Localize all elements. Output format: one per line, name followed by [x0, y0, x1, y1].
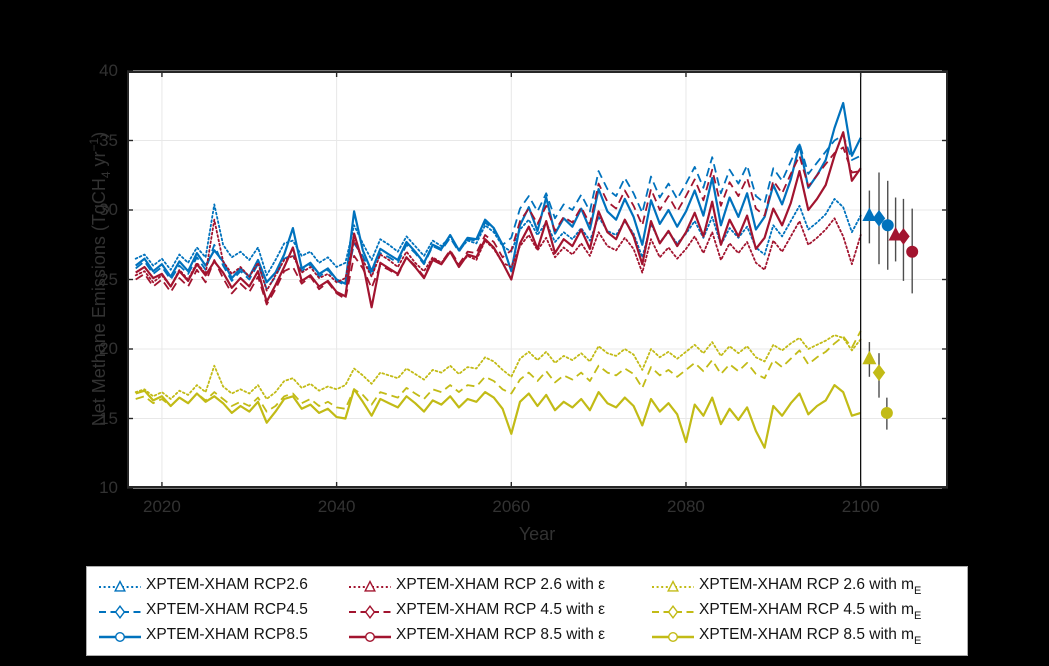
endpoint-rcp85-me-end: [880, 397, 893, 430]
legend-label: XPTEM-XHAM RCP 8.5 with ε: [396, 626, 605, 647]
legend: XPTEM-XHAM RCP2.6 XPTEM-XHAM RCP4.5 XPTEM-…: [86, 566, 968, 656]
series-rcp45-eps: [135, 146, 861, 306]
y-tick-label: 35: [99, 130, 118, 150]
dotted-line-triangle-icon: [349, 579, 391, 592]
axis-box: [127, 71, 948, 488]
legend-column: XPTEM-XHAM RCP 2.6 with ε XPTEM-XHAM RCP …: [348, 574, 651, 649]
dashed-line-diamond-icon: [349, 604, 391, 619]
y-tick-label: 20: [99, 339, 118, 358]
legend-item-rcp26: XPTEM-XHAM RCP2.6: [98, 574, 348, 599]
plot-area: [127, 70, 948, 489]
legend-label-text: XPTEM-XHAM RCP 2.6 with m: [699, 576, 915, 593]
series-rcp26: [134, 198, 862, 277]
legend-label-text: XPTEM-XHAM RCP2.6: [146, 576, 308, 593]
legend-label-text: XPTEM-XHAM RCP 4.5 with m: [699, 601, 915, 618]
series-rcp85: [135, 101, 862, 285]
y-tick-label: 40: [99, 61, 118, 80]
legend-label-subscript: E: [914, 585, 922, 597]
y-axis-label-units: yr: [89, 151, 109, 172]
endpoint-rcp45-me-end: [872, 353, 886, 398]
legend-label-subscript: E: [914, 635, 922, 647]
y-tick-label: 25: [99, 269, 118, 289]
dashed-line-diamond-icon: [652, 604, 694, 619]
endpoint-rcp45-eps-end: [897, 198, 910, 281]
series-rcp45: [135, 134, 862, 291]
x-axis-label: Year: [518, 524, 556, 544]
legend-label-subscript: E: [914, 610, 922, 622]
dotted-line-triangle-icon: [652, 579, 694, 592]
dashed-line-diamond-icon: [99, 604, 141, 619]
series-rcp26-me: [134, 334, 862, 400]
legend-item-rcp26-me: XPTEM-XHAM RCP 2.6 with mE: [651, 574, 961, 599]
endpoint-rcp26-me-end: [862, 342, 877, 377]
y-tick-label: 30: [99, 200, 118, 219]
legend-item-rcp45-me: XPTEM-XHAM RCP 4.5 with mE: [651, 599, 961, 624]
legend-label-text: XPTEM-XHAM RCP 8.5 with ε: [396, 626, 606, 643]
legend-label: XPTEM-XHAM RCP 8.5 with mE: [699, 626, 921, 647]
legend-label: XPTEM-XHAM RCP8.5: [146, 626, 308, 647]
legend-label: XPTEM-XHAM RCP4.5: [146, 601, 308, 622]
endpoint-rcp45-end: [872, 172, 886, 265]
x-tick-label: 2040: [317, 497, 356, 516]
endpoint-rcp85-eps-end: [906, 208, 919, 294]
endpoint-rcp85-end: [881, 180, 894, 270]
legend-item-rcp85-me: XPTEM-XHAM RCP 8.5 with mE: [651, 624, 961, 649]
x-tick-label: 2100: [841, 497, 880, 516]
legend-item-rcp85-eps: XPTEM-XHAM RCP 8.5 with ε: [348, 624, 651, 649]
chart-canvas: [127, 70, 948, 489]
endpoint-rcp26-end: [862, 190, 877, 244]
legend-item-rcp45: XPTEM-XHAM RCP4.5: [98, 599, 348, 624]
series-rcp85-me: [135, 384, 862, 449]
x-tick-label: 2060: [492, 497, 531, 516]
legend-label: XPTEM-XHAM RCP 4.5 with ε: [396, 601, 605, 622]
series-rcp85-eps: [135, 131, 862, 309]
x-tick-label: 2020: [143, 497, 181, 516]
dotted-line-triangle-icon: [99, 579, 141, 592]
legend-column: XPTEM-XHAM RCP2.6 XPTEM-XHAM RCP4.5 XPTEM-…: [98, 574, 348, 649]
legend-label: XPTEM-XHAM RCP2.6: [146, 576, 308, 597]
legend-label-text: XPTEM-XHAM RCP 4.5 with ε: [396, 601, 606, 618]
solid-line-circle-icon: [99, 631, 141, 642]
legend-label-text: XPTEM-XHAM RCP 8.5 with m: [699, 626, 915, 643]
y-tick-label: 15: [99, 408, 118, 428]
legend-item-rcp45-eps: XPTEM-XHAM RCP 4.5 with ε: [348, 599, 651, 624]
y-tick-label: 10: [99, 478, 118, 497]
legend-label: XPTEM-XHAM RCP 2.6 with ε: [396, 576, 605, 597]
legend-label: XPTEM-XHAM RCP 2.6 with mE: [699, 576, 921, 597]
series-rcp45-me: [135, 330, 862, 413]
y-axis-label-subscript: 4: [99, 171, 113, 179]
solid-line-circle-icon: [652, 631, 694, 642]
x-tick-label: 2080: [667, 497, 705, 516]
legend-label: XPTEM-XHAM RCP 4.5 with mE: [699, 601, 921, 622]
legend-item-rcp85: XPTEM-XHAM RCP8.5: [98, 624, 348, 649]
legend-label-text: XPTEM-XHAM RCP4.5: [146, 601, 308, 618]
legend-label-text: XPTEM-XHAM RCP8.5: [146, 626, 308, 643]
legend-item-rcp26-eps: XPTEM-XHAM RCP 2.6 with ε: [348, 574, 651, 599]
solid-line-circle-icon: [349, 631, 391, 642]
legend-column: XPTEM-XHAM RCP 2.6 with mE XPTEM-XHAM RCP…: [651, 574, 961, 649]
legend-label-text: XPTEM-XHAM RCP 2.6 with ε: [396, 576, 606, 593]
